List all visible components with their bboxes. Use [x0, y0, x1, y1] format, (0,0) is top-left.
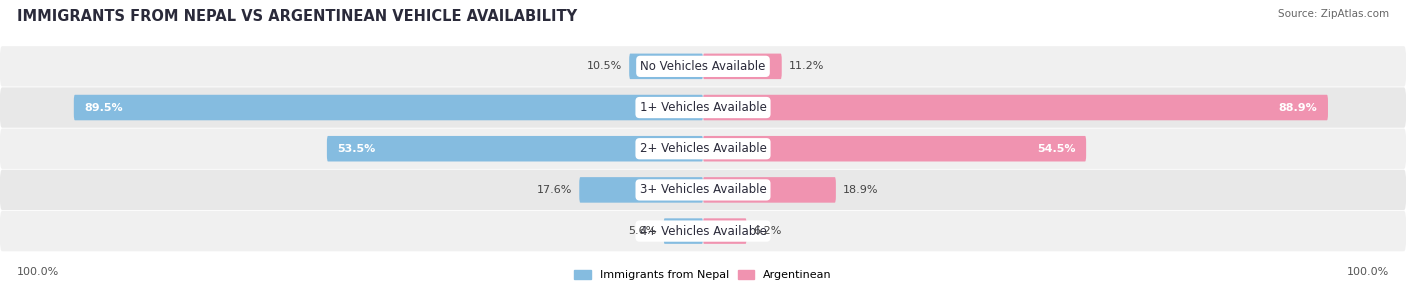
Text: 10.5%: 10.5%: [586, 61, 621, 71]
FancyBboxPatch shape: [73, 95, 703, 120]
Text: 17.6%: 17.6%: [537, 185, 572, 195]
FancyBboxPatch shape: [326, 136, 703, 162]
FancyBboxPatch shape: [0, 46, 1406, 87]
FancyBboxPatch shape: [703, 53, 782, 79]
Text: 5.6%: 5.6%: [628, 226, 657, 236]
FancyBboxPatch shape: [0, 170, 1406, 210]
FancyBboxPatch shape: [703, 218, 747, 244]
Text: 54.5%: 54.5%: [1038, 144, 1076, 154]
Text: IMMIGRANTS FROM NEPAL VS ARGENTINEAN VEHICLE AVAILABILITY: IMMIGRANTS FROM NEPAL VS ARGENTINEAN VEH…: [17, 9, 576, 23]
FancyBboxPatch shape: [664, 218, 703, 244]
Text: 89.5%: 89.5%: [84, 103, 122, 112]
Text: Source: ZipAtlas.com: Source: ZipAtlas.com: [1278, 9, 1389, 19]
Text: 100.0%: 100.0%: [1347, 267, 1389, 277]
Legend: Immigrants from Nepal, Argentinean: Immigrants from Nepal, Argentinean: [574, 270, 832, 281]
Text: 2+ Vehicles Available: 2+ Vehicles Available: [640, 142, 766, 155]
Text: 100.0%: 100.0%: [17, 267, 59, 277]
Text: 1+ Vehicles Available: 1+ Vehicles Available: [640, 101, 766, 114]
Text: 88.9%: 88.9%: [1278, 103, 1317, 112]
Text: 53.5%: 53.5%: [337, 144, 375, 154]
FancyBboxPatch shape: [0, 87, 1406, 128]
FancyBboxPatch shape: [703, 136, 1087, 162]
FancyBboxPatch shape: [703, 95, 1329, 120]
FancyBboxPatch shape: [0, 128, 1406, 169]
Text: 11.2%: 11.2%: [789, 61, 824, 71]
Text: 6.2%: 6.2%: [754, 226, 782, 236]
FancyBboxPatch shape: [703, 177, 835, 203]
FancyBboxPatch shape: [579, 177, 703, 203]
Text: 4+ Vehicles Available: 4+ Vehicles Available: [640, 225, 766, 238]
FancyBboxPatch shape: [630, 53, 703, 79]
Text: 3+ Vehicles Available: 3+ Vehicles Available: [640, 183, 766, 196]
Text: 18.9%: 18.9%: [844, 185, 879, 195]
Text: No Vehicles Available: No Vehicles Available: [640, 60, 766, 73]
FancyBboxPatch shape: [0, 211, 1406, 251]
